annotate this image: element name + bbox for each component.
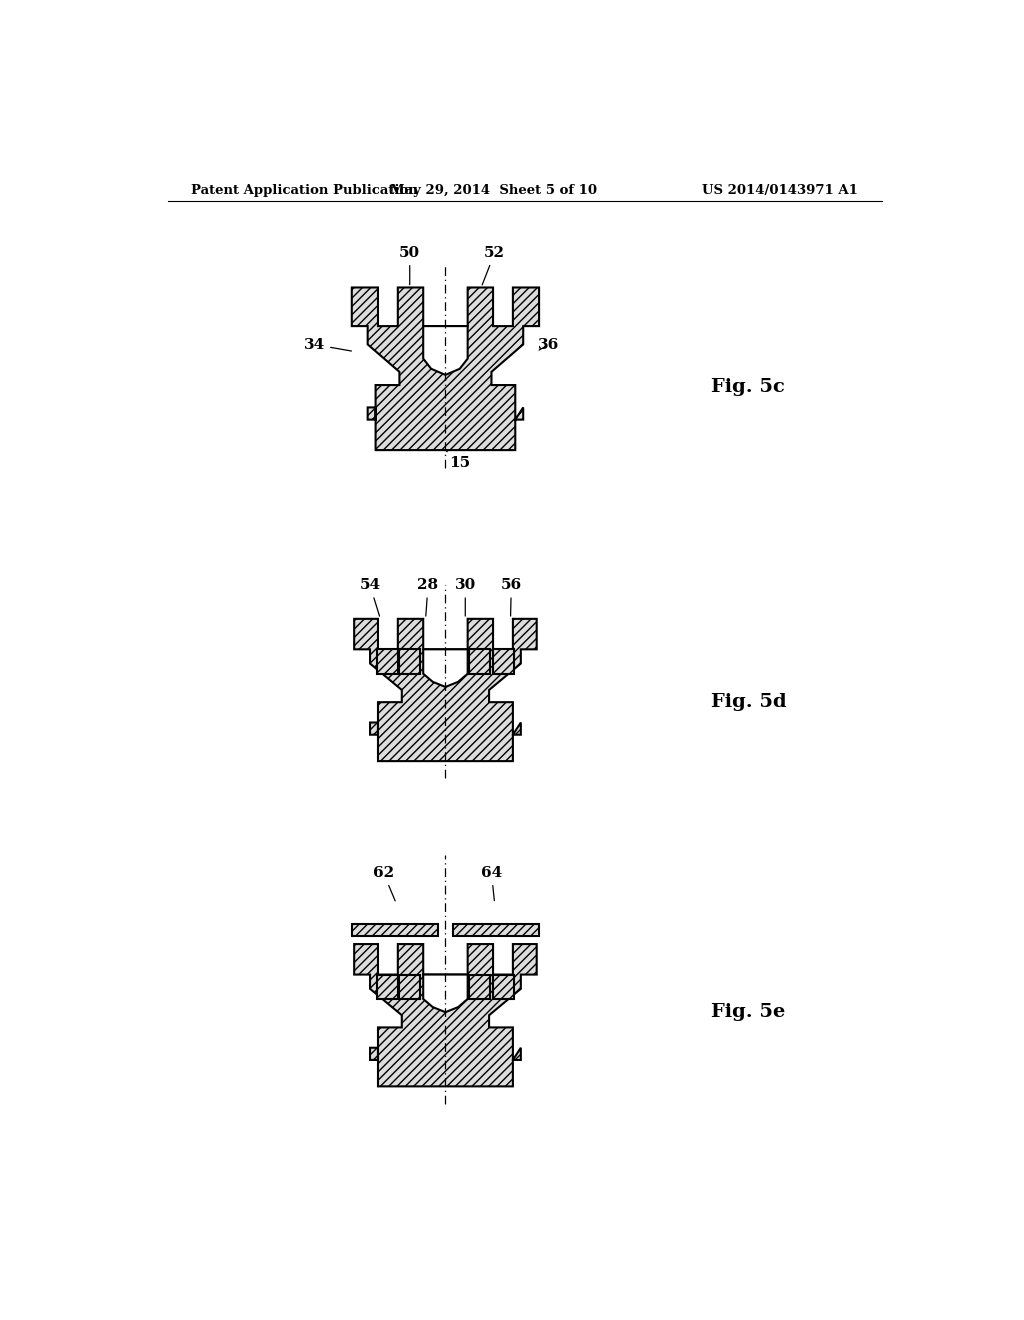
Bar	[454, 924, 539, 936]
Bar	[494, 649, 514, 673]
Bar	[377, 974, 397, 999]
Text: 52: 52	[482, 246, 505, 285]
Text: US 2014/0143971 A1: US 2014/0143971 A1	[702, 185, 858, 198]
Bar	[399, 974, 420, 999]
Bar	[352, 924, 437, 936]
Text: Fig. 5e: Fig. 5e	[712, 1003, 785, 1022]
Polygon shape	[423, 326, 468, 375]
Text: Fig. 5d: Fig. 5d	[712, 693, 786, 711]
Bar	[377, 649, 397, 673]
Polygon shape	[423, 974, 468, 1012]
Text: 30: 30	[455, 578, 476, 616]
Bar	[469, 649, 489, 673]
Text: 62: 62	[373, 866, 395, 900]
Text: 15: 15	[445, 450, 470, 470]
Bar	[469, 974, 489, 999]
Polygon shape	[354, 619, 537, 762]
Text: Fig. 5c: Fig. 5c	[712, 378, 785, 396]
Text: 28: 28	[418, 578, 438, 616]
Text: 56: 56	[501, 578, 522, 616]
Polygon shape	[423, 649, 468, 686]
Polygon shape	[352, 288, 539, 450]
Text: 34: 34	[304, 338, 351, 351]
Bar	[399, 649, 420, 673]
Text: 64: 64	[481, 866, 502, 900]
Text: May 29, 2014  Sheet 5 of 10: May 29, 2014 Sheet 5 of 10	[389, 185, 597, 198]
Text: Patent Application Publication: Patent Application Publication	[191, 185, 418, 198]
Text: 54: 54	[359, 578, 381, 616]
Polygon shape	[354, 944, 537, 1086]
Bar	[494, 974, 514, 999]
Text: 36: 36	[538, 338, 559, 351]
Text: 50: 50	[399, 246, 420, 285]
